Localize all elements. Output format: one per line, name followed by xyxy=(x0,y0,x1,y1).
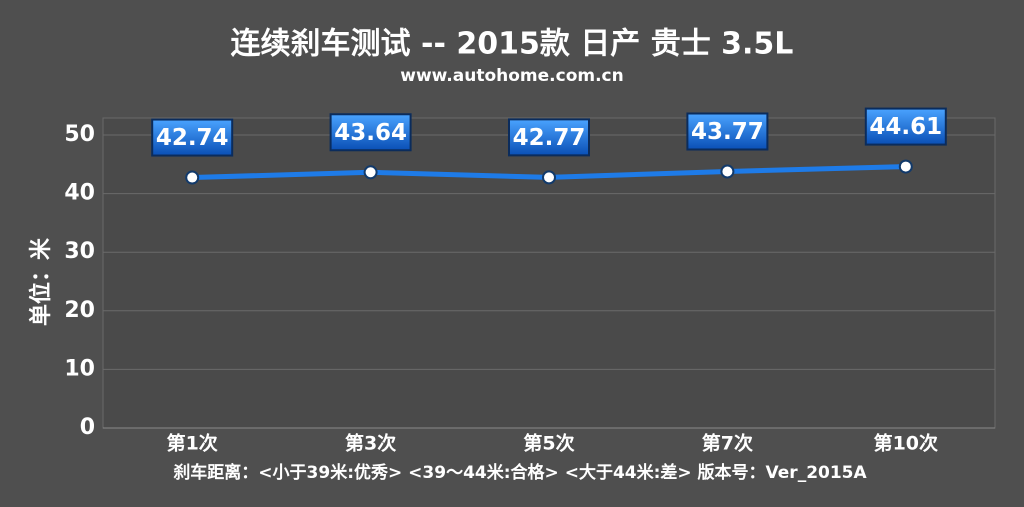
data-point xyxy=(542,170,556,185)
plot-area xyxy=(102,117,996,429)
y-tick-label: 50 xyxy=(64,122,95,147)
value-label: 42.77 xyxy=(513,125,586,151)
y-tick-label: 30 xyxy=(64,239,95,264)
x-tick-label: 第5次 xyxy=(523,432,574,455)
value-label-box xyxy=(329,113,412,152)
value-label-box xyxy=(686,112,769,151)
value-label: 44.61 xyxy=(869,114,942,140)
y-tick-label: 40 xyxy=(64,181,95,206)
x-tick-label: 第10次 xyxy=(874,432,938,455)
value-label: 43.64 xyxy=(334,120,407,146)
x-tick-label: 第1次 xyxy=(167,432,218,455)
y-tick-label: 10 xyxy=(64,356,95,381)
value-label: 43.77 xyxy=(691,119,764,145)
value-label-box xyxy=(508,118,590,157)
y-tick-label: 0 xyxy=(80,415,95,440)
x-tick-label: 第7次 xyxy=(702,432,753,455)
value-label-box xyxy=(864,107,947,146)
data-point xyxy=(185,170,200,185)
data-point xyxy=(898,159,913,174)
y-axis-label: 单位：米 xyxy=(28,237,54,326)
y-tick-label: 20 xyxy=(64,298,95,323)
value-label: 42.74 xyxy=(156,125,229,151)
footer-note: 刹车距离：<小于39米:优秀> <39～44米:合格> <大于44米:差> 版本… xyxy=(173,462,867,483)
data-point xyxy=(720,164,735,179)
data-point xyxy=(363,165,378,180)
x-tick-label: 第3次 xyxy=(345,432,396,455)
value-label-box xyxy=(151,118,234,157)
chart-title: 连续刹车测试 -- 2015款 日产 贵士 3.5L xyxy=(231,27,794,62)
chart-subtitle: www.autohome.com.cn xyxy=(400,66,623,86)
